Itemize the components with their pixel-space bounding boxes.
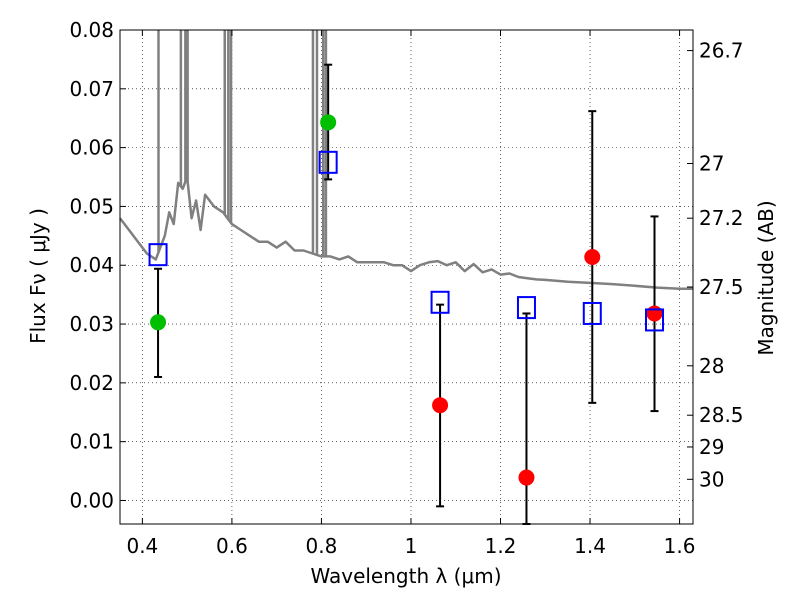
model-photometry-square — [148, 243, 168, 267]
data-point — [646, 305, 663, 322]
data-markers — [148, 114, 665, 486]
plot-frame — [119, 29, 694, 525]
y-tick-label: 0.08 — [69, 18, 114, 42]
right-tick-label: 28 — [699, 354, 724, 378]
model-photometry-square — [582, 301, 602, 325]
right-tick-label: 27.5 — [699, 275, 744, 299]
y-tick-label: 0.01 — [69, 430, 114, 454]
right-axis-label: Magnitude (AB) — [754, 200, 778, 355]
right-tick-label: 28.5 — [699, 403, 744, 427]
model-photometry-square — [516, 296, 536, 320]
x-tick-label: 1 — [405, 534, 418, 558]
data-point — [320, 114, 337, 131]
x-tick-label: 1.6 — [664, 534, 696, 558]
x-tick-label: 1.4 — [574, 534, 606, 558]
error-bars — [154, 63, 659, 525]
ticks: 0.4 0.6 0.8 1 1.2 1.4 1.6 0.00 0.01 0.02 0.03 0.04 0… — [69, 18, 743, 558]
x-tick-label: 0.6 — [216, 534, 248, 558]
model-photometry-square — [430, 290, 450, 314]
y-axis-label: Flux Fν ( μJy ) — [26, 208, 50, 344]
y-tick-label: 0.03 — [69, 312, 114, 336]
right-tick-label: 29 — [699, 435, 724, 459]
right-tick-label: 27.2 — [699, 206, 744, 230]
model-photometry-square — [318, 150, 338, 174]
y-tick-label: 0.04 — [69, 253, 114, 277]
grid — [120, 29, 693, 524]
x-tick-label: 0.8 — [306, 534, 338, 558]
data-point — [150, 314, 167, 331]
x-tick-label: 0.4 — [126, 534, 158, 558]
y-tick-label: 0.07 — [69, 77, 114, 101]
y-tick-label: 0.05 — [69, 194, 114, 218]
y-tick-label: 0.06 — [69, 136, 114, 160]
y-tick-label: 0.02 — [69, 371, 114, 395]
data-point — [518, 469, 535, 486]
y-tick-label: 0.00 — [69, 488, 114, 512]
spectrum-line — [119, 175, 693, 291]
right-tick-label: 26.7 — [699, 39, 744, 63]
data-point — [432, 397, 449, 414]
right-tick-label: 30 — [699, 467, 724, 491]
x-tick-label: 1.2 — [485, 534, 517, 558]
right-tick-label: 27 — [699, 151, 724, 175]
model-spectrum — [119, 30, 693, 291]
data-point — [584, 249, 601, 266]
model-photometry-square — [645, 308, 665, 332]
x-axis-label: Wavelength λ (μm) — [310, 564, 501, 588]
